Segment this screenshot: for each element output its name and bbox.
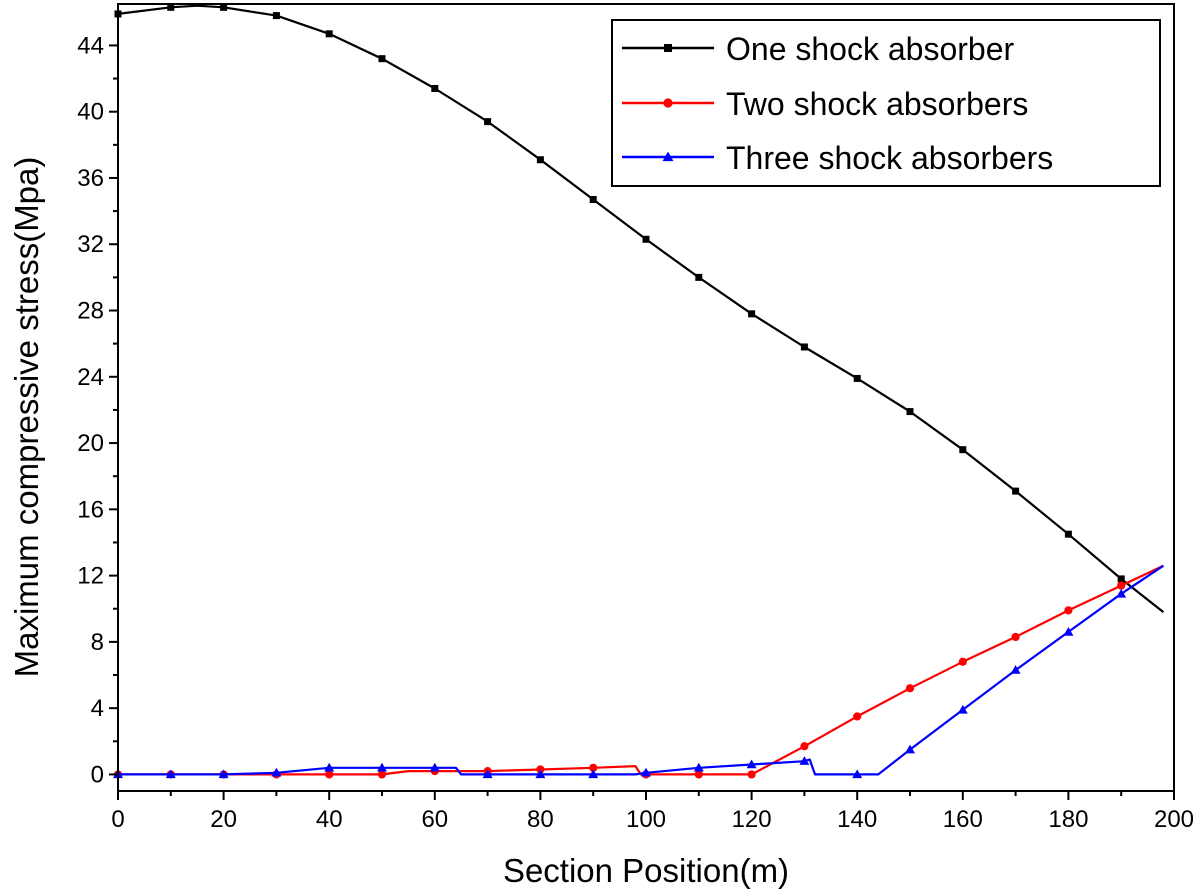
series-1-point-20 <box>1117 575 1125 583</box>
series-1-point-14 <box>800 343 808 351</box>
series-1-point-10 <box>589 196 597 204</box>
series-3-point-20 <box>1116 588 1127 598</box>
x-tick-label-40: 40 <box>316 806 343 833</box>
series-3-point-3 <box>218 769 229 779</box>
series-2-point-10 <box>589 763 598 772</box>
series-2-point-5 <box>325 770 334 779</box>
x-tick-label-180: 180 <box>1048 806 1088 833</box>
y-tick-label-24: 24 <box>77 364 104 391</box>
series-2-point-19 <box>1064 606 1073 615</box>
series-1-point-9 <box>536 156 544 164</box>
series-2-point-17 <box>958 657 967 666</box>
y-tick-label-4: 4 <box>91 695 104 722</box>
series-3-point-16 <box>905 744 915 754</box>
series-2-point-12 <box>694 770 703 779</box>
x-tick-label-20: 20 <box>210 806 237 833</box>
series-1-point-16 <box>906 408 914 416</box>
y-tick-label-32: 32 <box>77 231 104 258</box>
legend-marker-1 <box>664 44 672 52</box>
series-3-point-14 <box>799 756 810 765</box>
y-tick-label-20: 20 <box>77 430 104 457</box>
series-2-point-15 <box>853 712 862 721</box>
legend: One shock absorber Two shock absorbers Thr… <box>611 19 1161 187</box>
axes: 0 20 40 60 80 100 120 140 160 180 200 0 4 8 12 16 20 24 28… <box>77 3 1194 833</box>
legend-marker-3 <box>662 151 674 162</box>
series-2-point-18 <box>1011 632 1020 642</box>
series-3-point-19 <box>1063 626 1074 636</box>
series-2-point-14 <box>800 742 809 751</box>
legend-label-1: One shock absorber <box>726 31 1015 67</box>
y-tick-label-12: 12 <box>77 563 104 590</box>
x-tick-label-80: 80 <box>527 806 554 833</box>
series-3-point-15 <box>852 769 863 779</box>
series-1-point-17 <box>959 446 967 454</box>
x-tick-label-60: 60 <box>421 806 448 833</box>
y-tick-label-0: 0 <box>91 761 104 788</box>
x-tick-label-200: 200 <box>1154 806 1194 833</box>
y-tick-label-8: 8 <box>91 629 104 656</box>
series-2-point-16 <box>905 684 915 693</box>
y-tick-label-44: 44 <box>77 32 104 59</box>
series-1-point-19 <box>1064 530 1072 538</box>
series-3-point-17 <box>957 704 968 714</box>
series-3-point-8 <box>482 769 493 779</box>
x-tick-label-0: 0 <box>111 806 124 833</box>
series-3-point-4 <box>271 767 282 777</box>
series-1-point-7 <box>431 84 439 92</box>
x-axis-title: Section Position(m) <box>503 852 789 889</box>
series-2-point-20 <box>1117 581 1126 590</box>
series-3-point-11 <box>641 767 651 777</box>
series-1-point-6 <box>378 55 386 63</box>
series-line-1 <box>117 4 1165 613</box>
series-3-point-10 <box>588 769 599 779</box>
series-3-point-6 <box>377 762 387 772</box>
y-axis-title: Maximum compressive stress(Mpa) <box>8 157 45 678</box>
x-tick-label-100: 100 <box>626 806 666 833</box>
series-2-point-6 <box>377 770 387 779</box>
series-1-point-4 <box>272 12 280 20</box>
y-tick-label-36: 36 <box>77 165 104 192</box>
series-1-point-15 <box>853 374 861 382</box>
legend-label-3: Three shock absorbers <box>726 140 1053 176</box>
plot-area <box>113 3 1165 779</box>
series-3-point-12 <box>693 762 704 772</box>
series-line-3 <box>118 564 1165 776</box>
series-3-point-5 <box>324 762 335 772</box>
legend-marker-2 <box>663 98 673 108</box>
series-1-point-3 <box>220 3 228 11</box>
series-1-point-2 <box>167 3 175 11</box>
x-tick-label-160: 160 <box>943 806 983 833</box>
series-1-point-12 <box>695 273 703 281</box>
y-tick-label-28: 28 <box>77 298 104 325</box>
series-2-point-13 <box>747 770 756 779</box>
series-3-point-7 <box>429 762 440 772</box>
series-1-point-13 <box>748 310 756 318</box>
series-3-point-2 <box>165 769 176 779</box>
series-1-point-8 <box>484 118 492 126</box>
series-3-point-13 <box>746 759 757 769</box>
series-1-point-11 <box>642 235 650 243</box>
series-3-point-9 <box>535 769 546 779</box>
legend-label-2: Two shock absorbers <box>726 86 1028 122</box>
series-3-point-18 <box>1010 665 1021 674</box>
x-tick-label-140: 140 <box>837 806 877 833</box>
series-1-point-18 <box>1012 487 1020 495</box>
series-line-2 <box>118 564 1164 776</box>
y-tick-label-16: 16 <box>77 496 104 523</box>
x-tick-label-120: 120 <box>732 806 772 833</box>
series-1-point-5 <box>325 30 333 38</box>
y-tick-label-40: 40 <box>77 99 104 126</box>
